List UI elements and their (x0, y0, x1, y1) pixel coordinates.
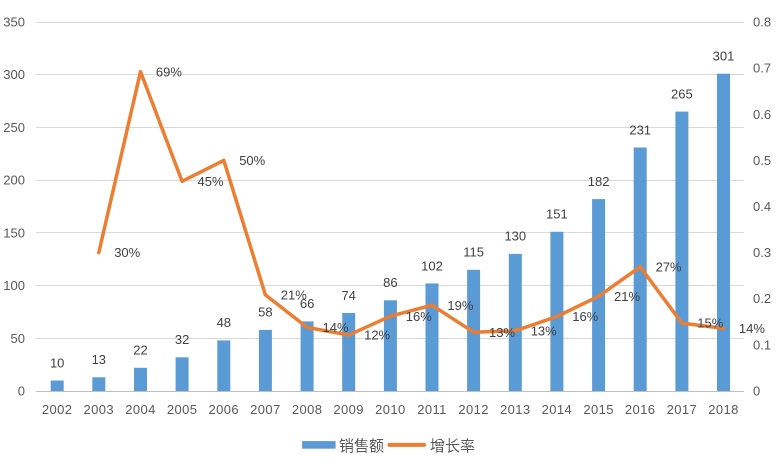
svg-text:19%: 19% (447, 298, 473, 313)
svg-text:30%: 30% (114, 245, 140, 260)
svg-text:50: 50 (11, 331, 25, 346)
svg-text:102: 102 (421, 258, 443, 273)
svg-text:13%: 13% (531, 323, 557, 338)
svg-text:2016: 2016 (625, 402, 656, 417)
svg-text:32: 32 (175, 332, 189, 347)
svg-text:21%: 21% (614, 289, 640, 304)
svg-text:21%: 21% (281, 288, 307, 303)
svg-text:0.1: 0.1 (753, 337, 771, 352)
svg-text:0.5: 0.5 (753, 153, 771, 168)
svg-text:2005: 2005 (167, 402, 198, 417)
svg-text:301: 301 (713, 49, 735, 64)
svg-text:27%: 27% (656, 259, 682, 274)
svg-text:2006: 2006 (209, 402, 240, 417)
svg-text:58: 58 (258, 305, 272, 320)
svg-text:0.4: 0.4 (753, 199, 771, 214)
svg-text:0: 0 (753, 384, 760, 399)
svg-text:2009: 2009 (333, 402, 364, 417)
svg-text:2010: 2010 (375, 402, 406, 417)
svg-text:130: 130 (504, 229, 526, 244)
svg-text:0.7: 0.7 (753, 61, 771, 76)
svg-text:15%: 15% (697, 316, 723, 331)
svg-text:2007: 2007 (250, 402, 281, 417)
svg-text:45%: 45% (198, 174, 224, 189)
svg-text:14%: 14% (323, 320, 349, 335)
svg-text:182: 182 (588, 174, 610, 189)
svg-text:13%: 13% (489, 325, 515, 340)
svg-text:0.2: 0.2 (753, 291, 771, 306)
svg-text:2004: 2004 (125, 402, 156, 417)
svg-text:350: 350 (3, 15, 25, 30)
svg-text:16%: 16% (572, 309, 598, 324)
svg-text:2008: 2008 (292, 402, 323, 417)
svg-text:86: 86 (383, 275, 397, 290)
svg-text:69%: 69% (156, 64, 182, 79)
svg-text:66: 66 (300, 296, 314, 311)
svg-text:150: 150 (3, 225, 25, 240)
svg-text:16%: 16% (406, 309, 432, 324)
svg-text:48: 48 (217, 315, 231, 330)
svg-text:2015: 2015 (583, 402, 614, 417)
svg-text:10: 10 (50, 355, 64, 370)
svg-text:50%: 50% (239, 153, 265, 168)
svg-text:0.8: 0.8 (753, 15, 771, 30)
svg-text:2012: 2012 (458, 402, 489, 417)
svg-text:12%: 12% (364, 328, 390, 343)
svg-text:115: 115 (463, 245, 484, 260)
svg-text:22: 22 (133, 343, 147, 358)
svg-text:100: 100 (3, 278, 25, 293)
svg-text:2018: 2018 (708, 402, 739, 417)
svg-text:0.3: 0.3 (753, 245, 771, 260)
svg-text:231: 231 (629, 122, 651, 137)
svg-text:0.6: 0.6 (753, 107, 771, 122)
svg-text:74: 74 (341, 288, 355, 303)
svg-text:200: 200 (3, 173, 25, 188)
svg-text:2013: 2013 (500, 402, 531, 417)
svg-text:13: 13 (92, 352, 106, 367)
svg-text:14%: 14% (739, 321, 765, 336)
svg-text:2014: 2014 (542, 402, 573, 417)
svg-text:0: 0 (18, 384, 25, 399)
svg-text:265: 265 (671, 86, 693, 101)
svg-text:151: 151 (546, 207, 568, 222)
svg-text:250: 250 (3, 120, 25, 135)
svg-text:2011: 2011 (417, 402, 447, 417)
svg-text:2002: 2002 (42, 402, 73, 417)
svg-text:2003: 2003 (84, 402, 115, 417)
svg-text:2017: 2017 (667, 402, 698, 417)
svg-text:300: 300 (3, 67, 25, 82)
